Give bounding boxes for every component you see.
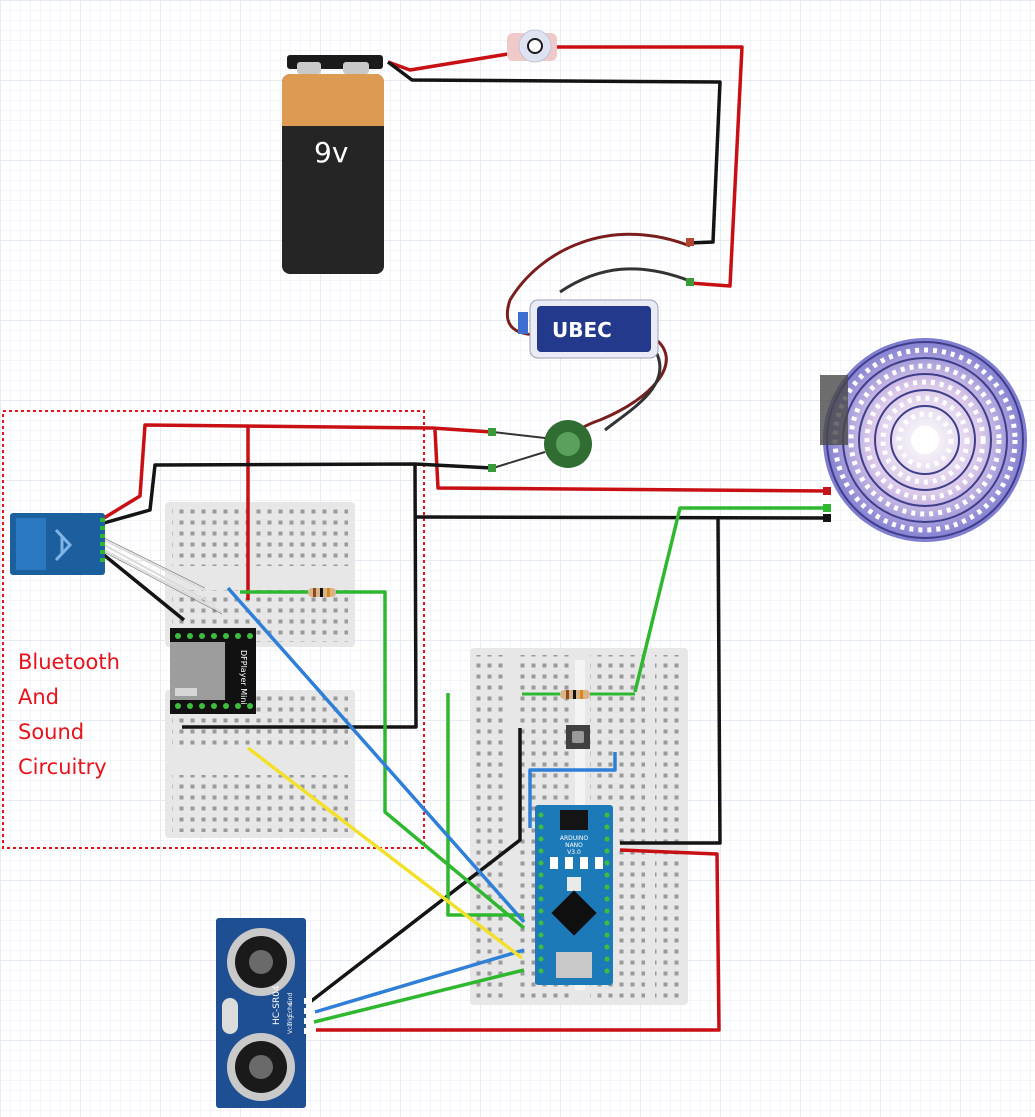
green-signal-wires — [240, 506, 830, 1024]
nano-label-line-2: NANO — [565, 842, 583, 849]
sensor-pin-echo: Echo — [287, 1002, 294, 1017]
bluetooth-data-wires-outline — [103, 537, 223, 615]
battery-label: 9v — [314, 136, 348, 169]
mp3-player-module: DFPlayer Mini — [170, 628, 256, 714]
led-ring — [820, 338, 1027, 542]
section-label-line-3: Sound — [18, 720, 85, 744]
bluetooth-sound-section-border — [2, 410, 425, 849]
sensor-pin-trig: Trig — [287, 1015, 294, 1027]
sensor-label: HC-SR04 — [272, 985, 282, 1025]
section-label: Bluetooth And Sound Circuitry — [18, 645, 158, 785]
push-button — [566, 725, 590, 749]
battery-9v: 9v — [282, 55, 384, 274]
breadboard-top-left — [165, 502, 355, 647]
section-label-line-1: Bluetooth — [18, 650, 120, 674]
ground-wires — [102, 60, 831, 1004]
bluetooth-module — [10, 513, 105, 575]
sensor-pin-gnd: Gnd — [287, 993, 294, 1005]
section-label-line-4: Circuitry — [18, 755, 107, 779]
resistor-right — [522, 690, 635, 699]
resistor-left — [308, 588, 336, 597]
ubec-regulator: UBEC — [488, 232, 694, 472]
bluetooth-data-wires — [103, 539, 223, 613]
blue-signal-wires — [226, 586, 617, 1014]
arduino-nano: ARDUINO NANO V3.0 — [535, 805, 613, 985]
nano-label-line-1: ARDUINO — [560, 835, 589, 842]
ubec-label: UBEC — [552, 318, 612, 342]
power-switch — [507, 29, 557, 63]
ultrasonic-sensor: HC-SR04 Gnd Echo Trig Vcc — [216, 918, 312, 1108]
sensor-pin-vcc: Vcc — [287, 1023, 294, 1034]
power-wires — [103, 45, 831, 1032]
yellow-signal-wire — [246, 746, 524, 960]
section-label-line-2: And — [18, 685, 60, 709]
mp3-module-label: DFPlayer Mini — [239, 650, 248, 705]
nano-label-line-3: V3.0 — [567, 849, 581, 856]
